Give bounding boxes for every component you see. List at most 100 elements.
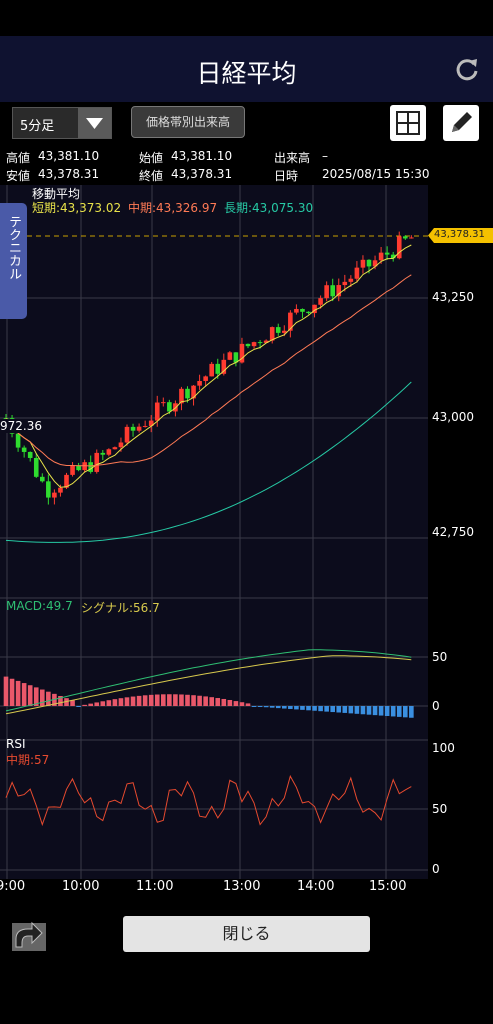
macd-histogram-bar — [390, 706, 396, 717]
header-bar — [0, 36, 493, 102]
volume-label: 出来高 — [274, 151, 311, 165]
candle — [191, 385, 196, 399]
macd-histogram-bar — [318, 706, 323, 712]
candle — [288, 312, 293, 331]
macd-histogram-bar — [245, 703, 251, 706]
candle — [354, 267, 360, 279]
datetime-label: 日時 — [274, 169, 299, 183]
candle — [209, 363, 214, 377]
rsi-line — [5, 774, 412, 827]
candle — [409, 237, 414, 239]
rsi-y-tick: 50 — [432, 802, 448, 816]
candle — [269, 327, 275, 341]
macd-histogram-bar — [27, 685, 33, 706]
rsi-y-tick: 100 — [432, 741, 455, 755]
macd-histogram-bar — [221, 698, 227, 706]
macd-histogram-bar — [300, 706, 305, 710]
candle — [203, 376, 208, 381]
macd-histogram-bar — [330, 706, 335, 713]
macd-histogram-bar — [366, 706, 372, 715]
macd-histogram-bar — [21, 683, 27, 706]
candle — [70, 465, 75, 475]
candle — [88, 462, 93, 472]
macd-histogram-bar — [263, 706, 269, 708]
macd-histogram-bar — [52, 693, 57, 706]
macd-histogram-bar — [82, 704, 87, 706]
candle — [396, 236, 402, 259]
candle — [142, 425, 148, 427]
macd-histogram-bar — [9, 678, 15, 706]
macd-histogram-bar — [312, 706, 317, 711]
candle — [94, 452, 100, 472]
chevron-down-icon[interactable] — [78, 108, 111, 138]
candle — [330, 285, 335, 297]
candle — [275, 327, 281, 333]
low-value: 43,378.31 — [38, 167, 100, 181]
current-price-tag — [428, 228, 493, 243]
macd-histogram-bar — [409, 706, 414, 718]
ma-long-line — [5, 381, 412, 543]
candle — [378, 252, 384, 261]
macd-histogram-bar — [100, 701, 106, 706]
macd-histogram-bar — [136, 695, 142, 706]
macd-histogram-bar — [282, 706, 287, 709]
candle — [233, 352, 239, 363]
macd-histogram-bar — [384, 706, 390, 717]
candle — [27, 451, 33, 458]
price-chart[interactable] — [0, 185, 493, 879]
macd-histogram-bar — [118, 698, 124, 706]
volume-by-price-button[interactable]: 価格帯別出来高 — [131, 106, 245, 138]
candle — [167, 402, 172, 412]
ma-long-label: 長期:43,075.30 — [224, 201, 314, 215]
candle — [179, 388, 184, 404]
signal-label: シグナル:56.7 — [81, 601, 160, 615]
macd-histogram-bar — [288, 706, 293, 709]
layout-grid-icon[interactable] — [390, 105, 426, 141]
refresh-icon[interactable] — [454, 56, 480, 82]
rsi-title: RSI — [6, 737, 26, 751]
candle — [161, 402, 166, 404]
candle — [21, 447, 27, 452]
macd-histogram-bar — [233, 701, 239, 706]
y-tick: 43,250 — [432, 290, 474, 304]
pencil-icon[interactable] — [443, 105, 479, 141]
technical-tab[interactable] — [0, 203, 27, 319]
interval-select-label: 5分足 — [20, 119, 55, 134]
macd-histogram-bar — [70, 700, 75, 706]
candle — [197, 380, 202, 386]
macd-histogram-bar — [251, 706, 257, 707]
x-tick: 14:00 — [297, 879, 335, 894]
macd-histogram-bar — [33, 687, 39, 706]
macd-y-tick: 50 — [432, 650, 448, 664]
high-value: 43,381.10 — [38, 149, 100, 163]
macd-histogram-bar — [191, 695, 196, 706]
macd-histogram-bar — [227, 699, 233, 706]
candle — [148, 420, 154, 426]
macd-histogram-bar — [203, 696, 208, 706]
candle — [185, 388, 190, 399]
macd-histogram-bar — [257, 706, 263, 707]
y-tick: 42,750 — [432, 525, 474, 539]
x-tick: 11:00 — [136, 879, 174, 894]
candle — [15, 433, 21, 448]
candle — [294, 308, 299, 313]
signal-line — [5, 655, 412, 715]
x-tick: 9:00 — [0, 879, 26, 894]
ma-mid-line — [5, 274, 412, 467]
back-arrow-icon[interactable] — [10, 917, 48, 953]
open-label: 始値 — [139, 151, 164, 165]
high-label: 高値 — [6, 151, 31, 165]
rsi-mid-label: 中期:57 — [6, 753, 50, 767]
macd-histogram-bar — [396, 706, 402, 717]
macd-histogram-bar — [324, 706, 329, 712]
macd-histogram-bar — [112, 699, 118, 706]
macd-histogram-bar — [372, 706, 378, 716]
candle — [282, 330, 287, 333]
candle — [118, 442, 124, 448]
candle — [300, 308, 305, 312]
x-tick: 13:00 — [223, 879, 261, 894]
candle — [64, 474, 69, 488]
macd-histogram-bar — [306, 706, 311, 711]
candle — [136, 426, 142, 431]
close-button[interactable]: 閉じる — [123, 916, 370, 952]
